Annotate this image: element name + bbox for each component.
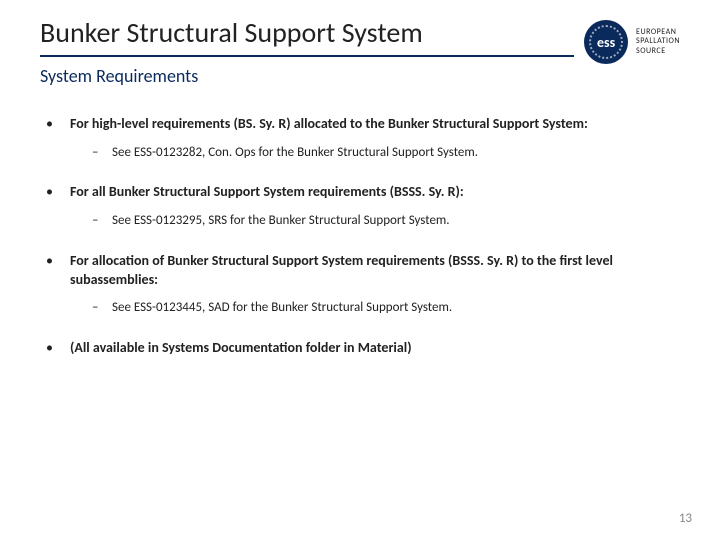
header: Bunker Structural Support System System … bbox=[40, 18, 680, 87]
bullet-text: For all Bunker Structural Support System… bbox=[70, 183, 464, 200]
logo-abbrev: ess bbox=[597, 34, 615, 51]
bullet-item: (All available in Systems Documentation … bbox=[40, 339, 680, 358]
logo: ess EUROPEAN SPALLATION SOURCE bbox=[584, 20, 680, 64]
content: For high-level requirements (BS. Sy. R) … bbox=[40, 115, 680, 358]
logo-badge: ess bbox=[584, 20, 628, 64]
bullet-text: For high-level requirements (BS. Sy. R) … bbox=[70, 115, 588, 132]
slide: Bunker Structural Support System System … bbox=[0, 0, 720, 540]
bullet-item: For high-level requirements (BS. Sy. R) … bbox=[40, 115, 680, 161]
bullet-text: (All available in Systems Documentation … bbox=[70, 339, 412, 356]
page-number: 13 bbox=[679, 511, 692, 526]
sub-item: See ESS-0123295, SRS for the Bunker Stru… bbox=[90, 212, 680, 230]
logo-line-3: SOURCE bbox=[636, 47, 680, 57]
title-block: Bunker Structural Support System System … bbox=[40, 18, 574, 87]
sub-list: See ESS-0123295, SRS for the Bunker Stru… bbox=[90, 212, 680, 230]
sub-item: See ESS-0123282, Con. Ops for the Bunker… bbox=[90, 144, 680, 162]
sub-list: See ESS-0123445, SAD for the Bunker Stru… bbox=[90, 299, 680, 317]
slide-title: Bunker Structural Support System bbox=[40, 18, 574, 49]
slide-subtitle: System Requirements bbox=[40, 65, 574, 87]
sub-item: See ESS-0123445, SAD for the Bunker Stru… bbox=[90, 299, 680, 317]
bullet-text: For allocation of Bunker Structural Supp… bbox=[70, 252, 613, 288]
logo-text: EUROPEAN SPALLATION SOURCE bbox=[636, 28, 680, 57]
sub-list: See ESS-0123282, Con. Ops for the Bunker… bbox=[90, 144, 680, 162]
bullet-item: For all Bunker Structural Support System… bbox=[40, 183, 680, 229]
bullet-item: For allocation of Bunker Structural Supp… bbox=[40, 252, 680, 317]
title-rule bbox=[40, 55, 574, 57]
bullet-list: For high-level requirements (BS. Sy. R) … bbox=[40, 115, 680, 358]
